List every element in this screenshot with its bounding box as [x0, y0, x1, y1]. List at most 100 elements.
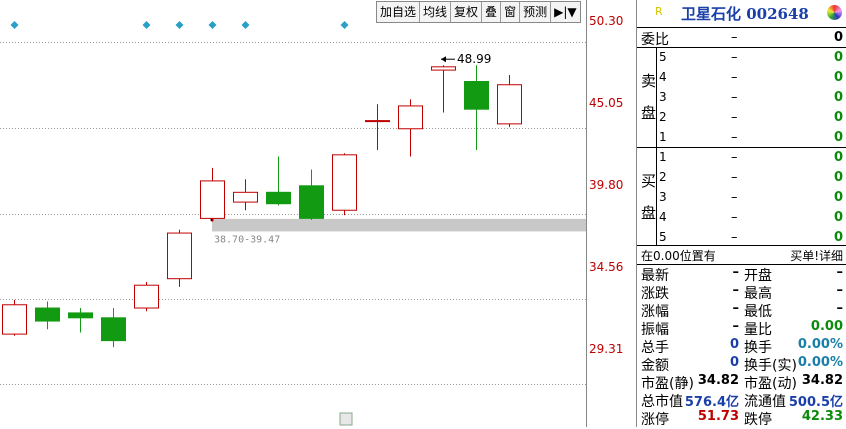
chart-canvas[interactable]: 38.70-39.47 48.99 — [0, 0, 586, 427]
stat-row: 最新 – 开盘 – — [637, 265, 846, 284]
stat-value: 0 — [729, 355, 739, 370]
adjust-price-button[interactable]: 复权 — [451, 2, 483, 22]
stat-value: 42.33 — [801, 409, 843, 424]
stock-name: 卫星石化 002648 — [681, 5, 809, 23]
level-number: 3 — [659, 90, 667, 104]
candle-body — [332, 154, 357, 211]
sell-level-5: 5 – 0 — [637, 48, 846, 68]
level-number: 5 — [659, 50, 667, 64]
stat-value: – — [732, 301, 740, 316]
candlestick-chart[interactable]: 38.70-39.47 48.99 — [0, 0, 586, 427]
stat-value: – — [732, 265, 740, 280]
stat-label: 市盈(动) — [744, 376, 797, 392]
buy-book: 买 盘 1 – 0 2 – 0 3 – 0 4 – 0 5 – 0 — [637, 148, 846, 246]
level-volume: 0 — [833, 70, 843, 85]
stat-value: – — [836, 301, 844, 316]
buy-level-5: 5 – 0 — [637, 228, 846, 248]
buy-level-2: 2 – 0 — [637, 168, 846, 188]
level-price: – — [731, 170, 738, 185]
stat-row: 涨幅 – 最低 – — [637, 301, 846, 320]
stat-row: 总手 0 换手 0.00% — [637, 337, 846, 356]
stat-label: 涨跌 — [641, 286, 669, 302]
candle-body — [365, 120, 390, 123]
sell-level-4: 4 – 0 — [637, 68, 846, 88]
gap-band — [212, 218, 586, 232]
stat-value: 576.4亿 — [684, 395, 739, 410]
stat-row: 总市值 576.4亿 流通值 500.5亿 — [637, 391, 846, 410]
stat-label: 金额 — [641, 358, 669, 374]
stat-label: 市盈(静) — [641, 376, 694, 392]
candle-body — [233, 191, 258, 203]
event-marker-icon — [142, 21, 151, 29]
stat-label: 量比 — [744, 322, 772, 338]
stat-value: 51.73 — [697, 409, 739, 424]
sell-label: 盘 — [641, 104, 657, 122]
buy-label: 买 — [641, 172, 657, 190]
stat-label: 总市值 — [641, 394, 683, 410]
level-price: – — [731, 190, 738, 205]
candle-body — [398, 105, 423, 130]
buy-level-3: 3 – 0 — [637, 188, 846, 208]
candle-body — [68, 312, 93, 319]
toolbar-more-button[interactable]: ▶|▼ — [554, 5, 577, 19]
stat-value: 34.82 — [697, 373, 739, 388]
globe-icon[interactable] — [827, 5, 842, 20]
moving-average-button[interactable]: 均线 — [420, 2, 452, 22]
price-axis: 50.30 45.05 39.80 34.56 29.31 — [586, 0, 637, 427]
level-volume: 0 — [833, 190, 843, 205]
price-tick: 45.05 — [589, 96, 624, 110]
r-badge: R — [655, 5, 663, 18]
price-tick: 34.56 — [589, 260, 624, 274]
level-price: – — [731, 110, 738, 125]
quote-panel: R 卫星石化 002648 委比 – 0 卖 盘 5–0 4–0 3–0 2–0 1–0… — [636, 0, 846, 428]
stat-value: 0.00% — [797, 337, 843, 352]
position-row: 在0.00位置有 买单!详细 — [637, 246, 846, 264]
level-price: – — [731, 70, 738, 85]
stat-label: 开盘 — [744, 268, 772, 284]
candle-body — [134, 284, 159, 309]
stat-value: – — [836, 265, 844, 280]
buy-detail-link[interactable]: 买单!详细 — [790, 249, 843, 263]
stat-label: 流通值 — [744, 394, 786, 410]
stat-value: 500.5亿 — [788, 395, 843, 410]
forecast-button[interactable]: 预测 — [520, 2, 552, 22]
stat-row: 金额 0 换手(实) 0.00% — [637, 355, 846, 374]
level-number: 1 — [659, 130, 667, 144]
sell-label: 卖 — [641, 72, 657, 90]
candle-body — [200, 180, 225, 219]
sell-level-3: 3 – 0 — [637, 88, 846, 108]
level-number: 1 — [659, 150, 667, 164]
candle-body — [266, 191, 291, 205]
level-volume: 0 — [833, 90, 843, 105]
event-marker-icon — [175, 21, 184, 29]
stat-label: 换手 — [744, 340, 772, 356]
overlay-button[interactable]: 叠 — [482, 2, 502, 22]
stat-row: 市盈(静) 34.82 市盈(动) 34.82 — [637, 373, 846, 392]
level-price: – — [731, 210, 738, 225]
gap-label: 38.70-39.47 — [214, 234, 280, 245]
level-number: 2 — [659, 110, 667, 124]
price-tick: 50.30 — [589, 14, 624, 28]
position-text: 在0.00位置有 — [641, 249, 716, 263]
stat-label: 跌停 — [744, 412, 772, 428]
level-volume: 0 — [833, 130, 843, 145]
level-number: 5 — [659, 230, 667, 244]
stat-label: 最高 — [744, 286, 772, 302]
level-volume: 0 — [833, 230, 843, 245]
stat-value: 0.00 — [810, 319, 843, 334]
level-volume: 0 — [833, 150, 843, 165]
stat-label: 振幅 — [641, 322, 669, 338]
stat-label: 最低 — [744, 304, 772, 320]
high-arrow-head — [441, 56, 446, 63]
event-marker-icon — [241, 21, 250, 29]
level-volume: 0 — [833, 170, 843, 185]
stat-row: 振幅 – 量比 0.00 — [637, 319, 846, 338]
stat-row: 涨跌 – 最高 – — [637, 283, 846, 302]
sell-level-1: 1 – 0 — [637, 128, 846, 148]
level-price: – — [731, 90, 738, 105]
buy-level-4: 4 – 0 — [637, 208, 846, 228]
window-button[interactable]: 窗 — [501, 2, 521, 22]
add-watchlist-button[interactable]: 加自选 — [377, 2, 421, 22]
stat-value: – — [836, 283, 844, 298]
price-tick: 39.80 — [589, 178, 624, 192]
